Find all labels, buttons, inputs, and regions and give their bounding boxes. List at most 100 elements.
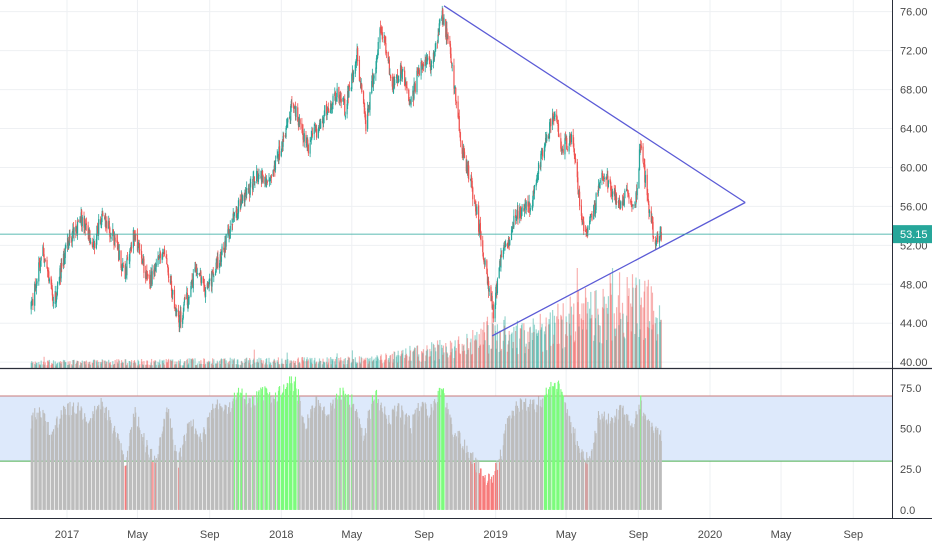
volume-bar — [547, 324, 550, 368]
rsi-bar — [619, 405, 621, 510]
rsi-bar — [539, 406, 541, 510]
rsi-bar — [478, 460, 480, 510]
volume-bar — [368, 359, 370, 368]
candle-body — [372, 77, 375, 85]
candle-body — [500, 253, 502, 268]
rsi-bar — [195, 428, 197, 510]
rsi-bar — [287, 383, 289, 510]
triangle-drawing[interactable] — [443, 5, 746, 337]
rsi-bar — [595, 433, 597, 510]
rsi-bar — [122, 454, 124, 510]
rsi-bar — [536, 412, 538, 510]
volume-bar — [401, 353, 403, 368]
candle-body — [336, 88, 338, 98]
triangle-lower-trendline[interactable] — [491, 201, 746, 337]
rsi-bar — [548, 394, 550, 510]
rsi-bar — [295, 388, 297, 510]
candle-body — [439, 18, 441, 24]
rsi-bar — [203, 429, 206, 510]
rsi-bar — [117, 433, 119, 510]
volume-bar — [357, 363, 359, 368]
rsi-bar — [425, 404, 427, 510]
candle-body — [561, 149, 563, 151]
volume-bar — [462, 351, 464, 368]
volume-bar — [39, 365, 41, 368]
rsi-bar — [227, 407, 230, 510]
rsi-bar — [236, 397, 238, 510]
volume-bar — [130, 360, 133, 368]
candle-body — [420, 62, 422, 76]
candle-body — [552, 113, 554, 117]
volume-bar — [549, 324, 551, 368]
volume-bar — [68, 363, 70, 368]
volume-bar — [416, 345, 418, 368]
rsi-bar — [139, 430, 141, 510]
rsi-bar — [217, 409, 219, 510]
volume-bar — [338, 358, 340, 368]
volume-bar — [237, 364, 240, 368]
volume-bar — [140, 358, 143, 368]
rsi-bar — [75, 414, 77, 510]
time-tick-label: May — [127, 529, 148, 541]
candle-body — [342, 98, 345, 100]
rsi-bar — [142, 437, 144, 510]
candle-body — [647, 194, 649, 199]
volume-bar — [519, 338, 521, 368]
rsi-bar — [190, 426, 193, 510]
rsi-bar — [478, 473, 480, 510]
volume-bar — [429, 356, 432, 368]
volume-bar — [421, 352, 423, 368]
volume-bar — [196, 365, 198, 368]
rsi-bar — [40, 417, 42, 510]
rsi-bar — [556, 388, 558, 510]
triangle-upper-trendline[interactable] — [443, 5, 746, 204]
volume-bar — [507, 340, 510, 368]
volume-bar — [516, 320, 518, 368]
candle-body — [280, 151, 282, 156]
rsi-bar — [593, 443, 595, 510]
volume-bar — [172, 359, 174, 368]
rsi-bar — [570, 422, 572, 510]
volume-bar — [580, 318, 582, 368]
volume-bar — [274, 360, 276, 368]
rsi-bar — [69, 401, 71, 510]
volume-bar — [646, 286, 648, 368]
rsi-bar — [517, 408, 519, 510]
rsi-bar — [532, 402, 534, 510]
candle-body — [447, 35, 449, 40]
candle-body — [283, 135, 285, 137]
candle-body — [51, 288, 53, 296]
volume-bar — [314, 357, 316, 368]
volume-bar — [606, 307, 608, 368]
candle-body — [122, 264, 124, 266]
candle-body — [385, 43, 387, 54]
rsi-bar — [147, 454, 149, 510]
rsi-bar — [405, 413, 408, 510]
volume-bar — [635, 277, 637, 368]
rsi-bar — [627, 414, 629, 510]
rsi-bar — [163, 419, 166, 510]
rsi-bar — [634, 424, 636, 510]
rsi-bar — [225, 405, 227, 510]
rsi-bar — [256, 391, 258, 510]
rsi-bar — [179, 451, 181, 510]
candle-body — [91, 242, 93, 245]
rsi-bar — [413, 414, 415, 510]
volume-bar — [647, 326, 649, 368]
candle-body — [317, 129, 319, 139]
rsi-bar — [499, 462, 501, 510]
candle-body — [207, 283, 209, 286]
rsi-bar — [425, 408, 427, 510]
rsi-bar — [131, 427, 133, 510]
candle-body — [532, 190, 534, 200]
volume-bar — [565, 316, 567, 368]
volume-bar — [525, 343, 527, 368]
candle-body — [566, 137, 568, 149]
volume-bar — [186, 358, 188, 368]
rsi-bar — [650, 426, 652, 510]
rsi-bar — [299, 396, 301, 510]
volume-bar — [546, 350, 548, 368]
volume-bar — [236, 359, 238, 368]
